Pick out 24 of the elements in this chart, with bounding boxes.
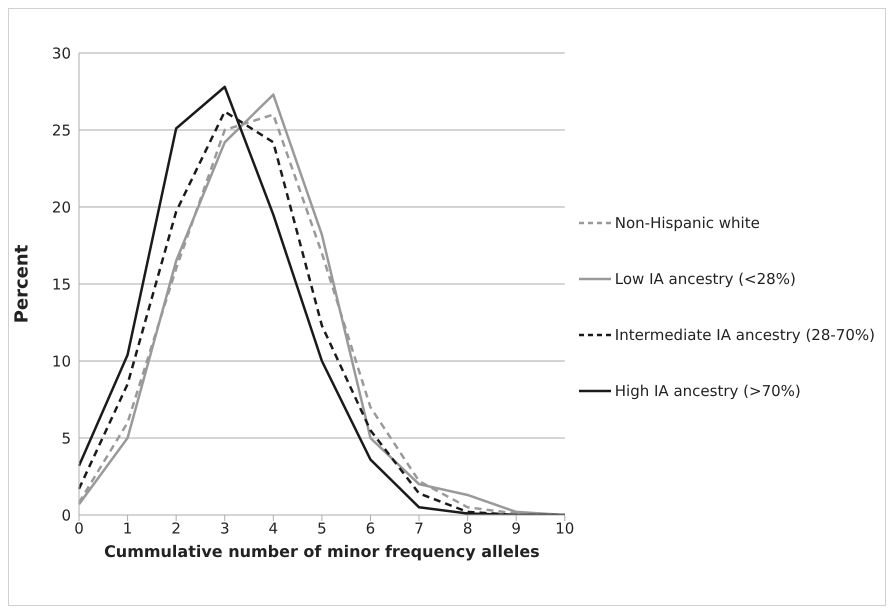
x-tick-label: 5 xyxy=(317,520,327,538)
x-tick-label: 7 xyxy=(414,520,424,538)
x-tick-label: 3 xyxy=(220,520,230,538)
x-tick-label: 10 xyxy=(555,520,574,538)
x-tick-label: 9 xyxy=(511,520,521,538)
y-tick-label: 10 xyxy=(52,352,71,370)
legend-label: High IA ancestry (>70%) xyxy=(614,382,801,400)
x-axis-title: Cummulative number of minor frequency alleles xyxy=(104,542,540,561)
y-axis-title: Percent xyxy=(11,244,32,324)
legend-label: Intermediate IA ancestry (28-70%) xyxy=(614,326,875,344)
y-tick-label: 0 xyxy=(61,506,71,524)
y-tick-label: 5 xyxy=(61,429,71,448)
legend-label: Low IA ancestry (<28%) xyxy=(614,270,796,288)
x-tick-label: 8 xyxy=(462,520,472,538)
x-tick-label: 1 xyxy=(122,520,132,538)
y-tick-label: 25 xyxy=(52,121,71,140)
y-tick-label: 15 xyxy=(52,275,71,294)
x-tick-label: 2 xyxy=(171,520,181,538)
x-tick-label: 0 xyxy=(74,520,84,538)
x-tick-label: 6 xyxy=(366,520,376,538)
x-tick-label: 4 xyxy=(268,520,278,538)
legend-label: Non-Hispanic white xyxy=(614,214,760,232)
y-tick-label: 30 xyxy=(52,44,71,62)
y-tick-label: 20 xyxy=(52,198,71,216)
